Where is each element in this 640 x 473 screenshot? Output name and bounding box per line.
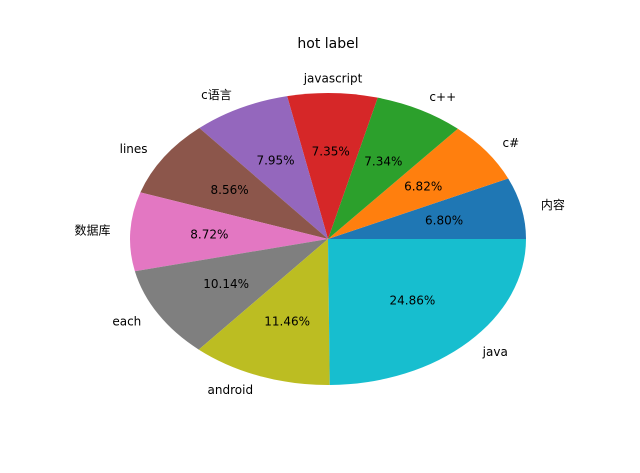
slice-category-label: 内容 [541, 197, 565, 212]
pie-slice-0 [328, 178, 526, 239]
slice-percent-label: 10.14% [203, 277, 249, 291]
chart-title: hot label [297, 36, 358, 52]
slice-percent-label: 8.72% [190, 227, 228, 241]
pie-slice-1 [328, 128, 509, 239]
slices-group [130, 92, 526, 386]
pie-slice-4 [199, 96, 328, 239]
slice-category-label: lines [120, 142, 148, 156]
slice-percent-label: 7.95% [256, 153, 294, 167]
slice-percent-label: 8.56% [211, 183, 249, 197]
slice-percent-label: 7.35% [312, 144, 350, 158]
pie-slice-3 [287, 92, 378, 239]
pie-slice-2 [328, 97, 458, 239]
pie-slice-5 [140, 128, 328, 239]
pie-slice-7 [134, 239, 328, 350]
pie-slice-9 [328, 239, 526, 385]
slice-category-label: java [482, 345, 508, 359]
pie-slice-6 [130, 192, 328, 272]
slice-category-label: 数据库 [74, 223, 110, 238]
slice-percent-label: 11.46% [264, 314, 310, 328]
slice-percent-label: 6.82% [404, 180, 442, 194]
slice-percent-label: 6.80% [425, 213, 463, 227]
pie-slice-8 [198, 239, 330, 386]
slice-category-label: c# [502, 136, 519, 150]
slice-category-label: each [112, 315, 141, 329]
slice-category-label: c语言 [201, 88, 232, 102]
labels-group: 6.80% 内容 6.82% c# 7.34% c++ 7.35% javascript 7.9… [74, 71, 564, 396]
slice-category-label: javascript [303, 71, 363, 85]
slice-category-label: android [208, 383, 254, 397]
slice-category-label: c++ [429, 90, 456, 104]
slice-percent-label: 7.34% [364, 154, 402, 168]
slice-percent-label: 24.86% [389, 294, 435, 308]
